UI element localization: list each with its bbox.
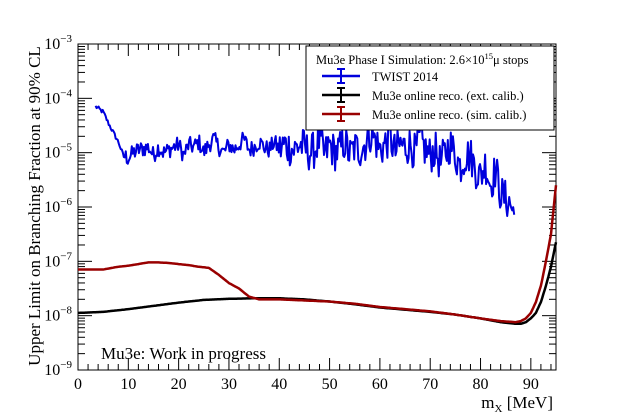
y-tick-label-exp: −6 (60, 196, 72, 208)
legend-label: Mu3e online reco. (sim. calib.) (372, 108, 526, 122)
series-layer (78, 105, 558, 326)
legend-entries: TWIST 2014 Mu3e online reco. (ext. calib.… (322, 68, 526, 122)
legend-title-prefix: Mu3e Phase I Simulation: 2.6×10 (316, 53, 485, 67)
y-tick-label-base: 10 (44, 253, 60, 270)
y-tick-label-base: 10 (44, 308, 60, 325)
legend-label: Mu3e online reco. (ext. calib.) (372, 89, 524, 103)
y-tick-label: 10−6 (44, 196, 72, 216)
y-tick-label-exp: −3 (60, 33, 72, 45)
y-tick-label-exp: −9 (60, 359, 72, 371)
x-axis-title-sub: X (495, 403, 503, 415)
x-axis-tick-labels: 0 10 20 30 40 50 60 70 80 90 (74, 376, 539, 393)
legend-label: TWIST 2014 (372, 70, 439, 84)
series-line-0 (94, 105, 516, 217)
x-tick-label: 70 (422, 376, 438, 393)
legend-entry: Mu3e online reco. (sim. calib.) (322, 106, 526, 122)
y-tick-label: 10−9 (44, 359, 72, 379)
x-tick-label: 20 (171, 376, 187, 393)
y-tick-label-exp: −7 (60, 250, 72, 262)
y-axis-tick-labels: 10−910−810−710−610−510−410−3 (44, 33, 72, 379)
series-line-1 (78, 242, 558, 326)
x-tick-label: 0 (74, 376, 82, 393)
legend-box (305, 45, 555, 131)
x-axis-title-m: m (481, 393, 494, 412)
x-axis-ticks (77, 44, 552, 370)
y-tick-label: 10−4 (44, 87, 72, 107)
legend: Mu3e Phase I Simulation: 2.6×1015μ stops… (305, 45, 555, 131)
y-tick-label-base: 10 (44, 199, 60, 216)
y-tick-label: 10−3 (44, 33, 72, 53)
x-axis-title: mX [MeV] (481, 393, 553, 415)
y-axis-title: Upper Limit on Branching Fraction at 90%… (25, 46, 44, 366)
annotation-work-in-progress: Mu3e: Work in progress (101, 344, 266, 363)
y-tick-label-base: 10 (44, 145, 60, 162)
y-tick-label: 10−8 (44, 305, 72, 325)
x-tick-label: 30 (221, 376, 237, 393)
x-tick-label: 50 (322, 376, 338, 393)
legend-entry: Mu3e online reco. (ext. calib.) (322, 87, 524, 103)
legend-title-exp: 15 (485, 51, 494, 61)
legend-title-suffix: μ stops (493, 53, 529, 67)
y-tick-label-base: 10 (44, 90, 60, 107)
series-line-2 (78, 185, 558, 324)
x-tick-label: 10 (120, 376, 136, 393)
y-tick-label-exp: −4 (60, 87, 72, 99)
y-tick-label: 10−7 (44, 250, 72, 270)
y-tick-label-exp: −5 (60, 142, 72, 154)
x-tick-label: 40 (271, 376, 287, 393)
x-tick-label: 60 (372, 376, 388, 393)
y-tick-label-base: 10 (44, 362, 60, 379)
y-tick-label-exp: −8 (60, 305, 72, 317)
legend-entry: TWIST 2014 (322, 68, 439, 84)
x-tick-label: 80 (473, 376, 489, 393)
x-axis-title-unit: [MeV] (502, 393, 553, 412)
legend-title: Mu3e Phase I Simulation: 2.6×1015μ stops (316, 51, 529, 67)
x-tick-label: 90 (523, 376, 539, 393)
y-tick-label: 10−5 (44, 142, 72, 162)
y-tick-label-base: 10 (44, 36, 60, 53)
